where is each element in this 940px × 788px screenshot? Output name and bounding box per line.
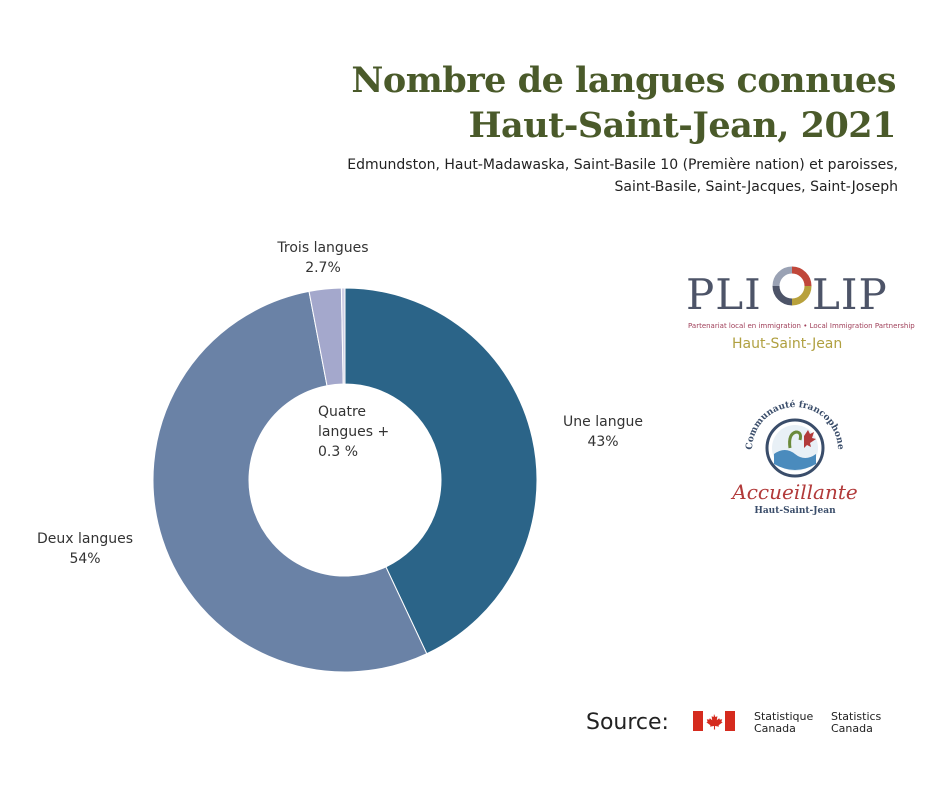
statistics-text: Statistics <box>831 710 882 723</box>
donut-slice-une-langue <box>344 287 538 655</box>
francophone-emblem-icon: Communauté francophone <box>745 399 845 478</box>
label-quatre-line-1: Quatre <box>318 404 367 420</box>
pli-lip-logo: PLI LIP Partenariat local en immigration… <box>680 260 915 360</box>
canada-flag-icon <box>693 711 735 731</box>
communaute-accueillante-logo: Communauté francophone Accueillante Haut… <box>730 398 860 528</box>
canada-en-text: Canada <box>831 722 873 735</box>
donut-slice-quatre-langues <box>340 287 346 385</box>
label-deux-langues: Deux langues 54% <box>20 529 150 569</box>
statistique-canada: Statistique Canada <box>754 711 813 735</box>
subtitle-line-1: Edmundston, Haut-Madawaska, Saint-Basile… <box>347 157 898 173</box>
pli-tagline: Partenariat local en immigration • Local… <box>688 322 915 330</box>
communaute-region-text: Haut-Saint-Jean <box>754 506 836 516</box>
source-label: Source: <box>586 710 669 735</box>
ring-icon <box>772 266 812 306</box>
title-line-2: Haut-Saint-Jean, 2021 <box>468 105 896 146</box>
label-deux-langues-name: Deux langues <box>36 531 133 547</box>
label-quatre-langues: Quatre langues + 0.3 % <box>318 402 408 462</box>
accueillante-text: Accueillante <box>732 480 858 504</box>
label-trois-langues: Trois langues 2.7% <box>238 238 408 278</box>
statistics-canada: Statistics Canada <box>831 711 881 735</box>
donut-slice-deux-langues <box>152 290 428 673</box>
title-line-1: Nombre de langues connues <box>351 60 896 101</box>
statistique-text: Statistique <box>754 710 814 723</box>
label-une-langue-name: Une langue <box>563 414 643 430</box>
canada-fr-text: Canada <box>754 722 796 735</box>
pli-text: PLI <box>686 270 762 319</box>
label-une-langue: Une langue 43% <box>538 412 668 452</box>
label-quatre-line-3: 0.3 % <box>318 444 359 460</box>
label-deux-langues-value: 54% <box>69 551 101 567</box>
pli-region: Haut-Saint-Jean <box>732 336 843 352</box>
label-trois-langues-name: Trois langues <box>277 240 369 256</box>
label-une-langue-value: 43% <box>587 434 619 450</box>
label-quatre-line-2: langues + <box>318 424 390 440</box>
chart-title: Nombre de langues connues Haut-Saint-Jea… <box>351 58 896 148</box>
lip-text: LIP <box>812 270 888 319</box>
subtitle-line-2: Saint-Basile, Saint-Jacques, Saint-Josep… <box>614 179 898 195</box>
label-trois-langues-value: 2.7% <box>305 260 341 276</box>
chart-subtitle: Edmundston, Haut-Madawaska, Saint-Basile… <box>347 154 898 198</box>
